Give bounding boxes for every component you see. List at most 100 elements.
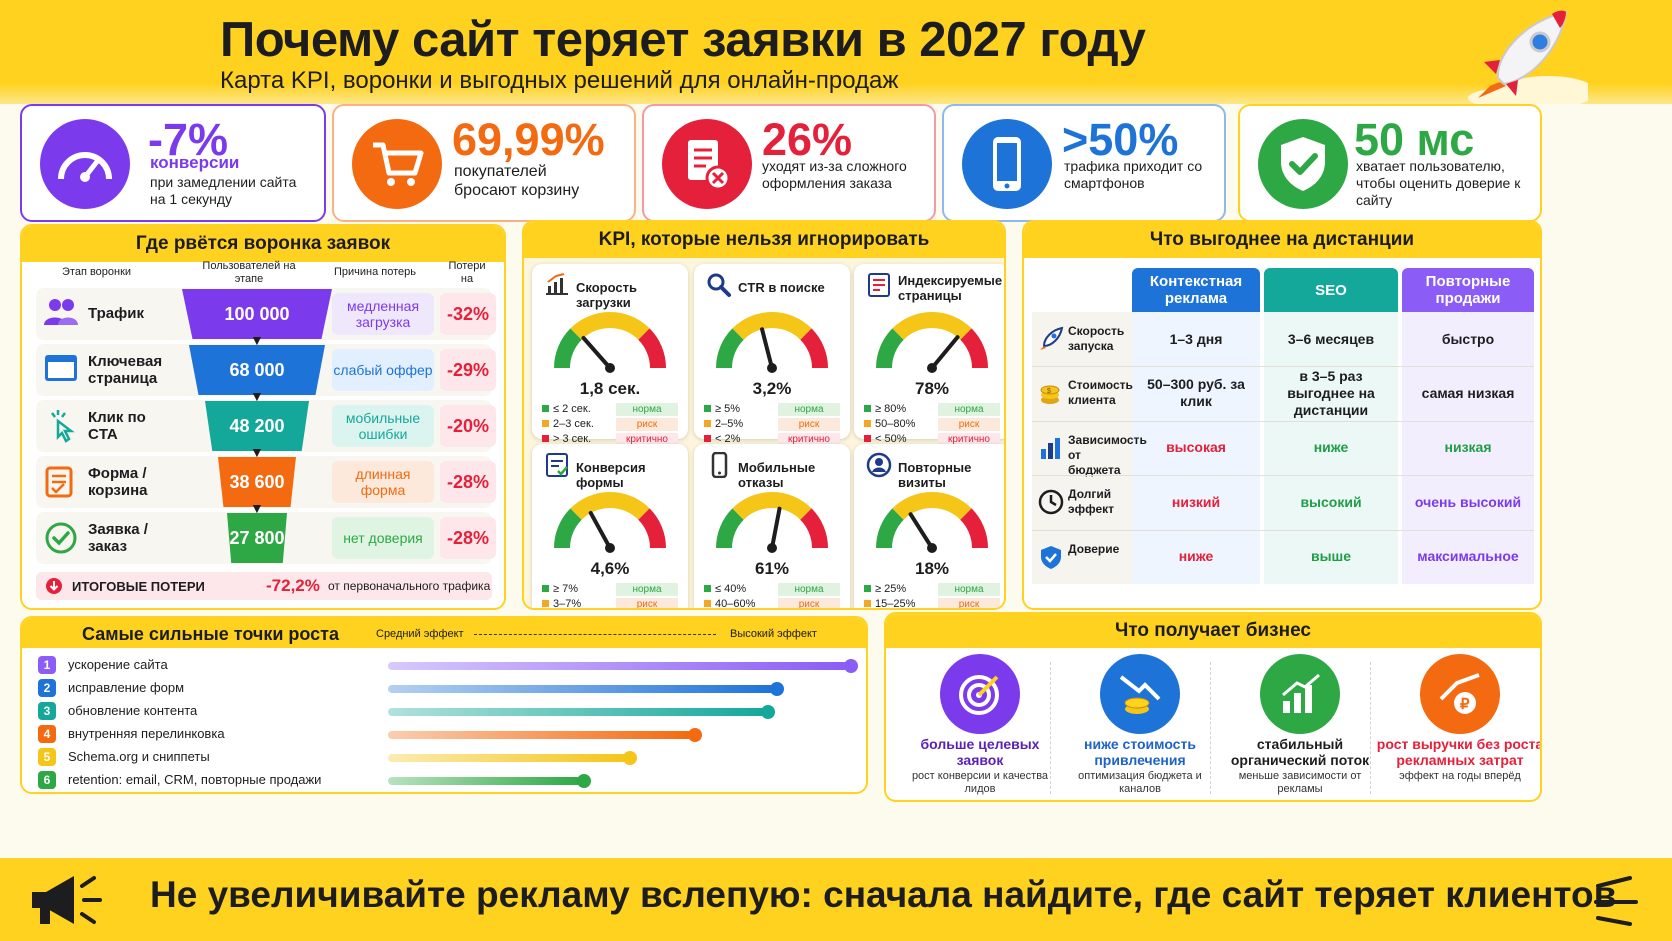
funnel-cause: медленная загрузка [332, 293, 434, 335]
distance-row-label: Доверие [1068, 541, 1120, 556]
distance-cell: максимальное [1417, 548, 1519, 565]
distance-cell: высокая [1166, 439, 1226, 456]
business-item-title: стабильный органический поток [1230, 736, 1370, 768]
kpi-value: 78% [914, 379, 950, 398]
growth-title: Самые сильные точки роста [82, 624, 340, 644]
growth-panel: Самые сильные точки роста Средний эффект… [20, 616, 868, 794]
kpi-gauge [876, 312, 988, 373]
arrow-down-icon: ▼ [250, 444, 264, 460]
header: Почему сайт теряет заявки в 2027 году Ка… [0, 0, 1672, 104]
growth-label: внутренняя перелинковка [68, 726, 225, 741]
growth-number: 5 [38, 748, 56, 766]
kpi-gauge [716, 312, 828, 373]
stat-text: уходят из-за сложного оформления заказа [762, 158, 907, 191]
funnel-loss: -29% [440, 349, 496, 391]
arrow-down-icon: ▼ [250, 388, 264, 404]
distance-cell: выше [1310, 548, 1352, 565]
legend-swatch [704, 435, 711, 442]
funnel-bar: 100 000 [182, 289, 332, 339]
kpi-legend-row: ≤ 40% норма [704, 583, 840, 596]
gauge-hub [767, 363, 777, 373]
click-icon [44, 409, 78, 448]
funnel-loss: -32% [440, 293, 496, 335]
kpi-value: 3,2% [752, 379, 792, 398]
stat-value: 26% [762, 114, 853, 165]
col-users: Пользователей на этапе [202, 260, 296, 285]
row-divider [1032, 420, 1534, 422]
column-divider [1050, 662, 1051, 794]
stat-card-mobile: >50% трафика приходит со смартфонов [942, 104, 1226, 222]
funnel-cause: слабый оффер [332, 349, 434, 391]
growth-dot [844, 659, 858, 673]
row-divider [1032, 529, 1534, 531]
business-panel: Что получает бизнес больше целевых заяво… [884, 612, 1542, 802]
smartphone-icon [962, 119, 1052, 209]
legend-tag: риск [938, 598, 1000, 608]
svg-text:₽: ₽ [1460, 696, 1470, 713]
kpi-card: Скорость загрузки 1,8 сек. ≤ 2 сек. норма 2–… [532, 264, 688, 446]
growth-label: retention: email, CRM, повторные продажи [68, 772, 322, 787]
page-list-icon [866, 272, 892, 303]
magnifier-icon [706, 272, 732, 303]
growth-dot [577, 774, 592, 788]
column-divider [1370, 662, 1371, 794]
business-item-title: ниже стоимость привлечения [1084, 736, 1196, 768]
stat-text: при замедлении сайта на 1 секунду [150, 174, 297, 207]
funnel-users: 27 800 [229, 527, 285, 548]
gauge-segment [570, 492, 650, 520]
growth-label: обновление контента [68, 703, 198, 718]
gauge-needle [908, 512, 934, 550]
growth-number: 4 [38, 725, 56, 743]
kpi-legend-row: ≥ 5% норма [704, 403, 840, 416]
megaphone-icon [32, 876, 102, 924]
funnel-loss: -28% [440, 517, 496, 559]
distance-cell: низкий [1171, 493, 1221, 510]
gauge-segment [638, 328, 666, 369]
funnel-row: Трафик 100 000 ▼ медленная загрузка -32% [36, 288, 496, 348]
growth-item: 5 Schema.org и сниппеты [38, 748, 210, 766]
business-title: Что получает бизнес [886, 614, 1540, 648]
legend-swatch [542, 585, 549, 592]
legend-range: ≥ 5% [715, 403, 740, 415]
rocket-icon [1468, 10, 1588, 104]
funnel-row: Заявка / заказ 27 800 нет доверия -28% [36, 512, 496, 564]
speedometer-icon [40, 119, 130, 209]
funnel-loss: -28% [440, 461, 496, 503]
gauge-hub [605, 543, 615, 553]
growth-bar [388, 754, 628, 762]
distance-col-header: SEO [1264, 268, 1398, 312]
kpi-value: 4,6% [590, 559, 630, 578]
gauge-hub [767, 543, 777, 553]
growth-dot [623, 751, 638, 765]
growth-label: исправление форм [68, 680, 185, 695]
legend-swatch [542, 420, 549, 427]
funnel-bar: 48 200 [205, 401, 309, 451]
distance-row-label: Скорость запуска [1068, 324, 1125, 353]
funnel-row: Клик по CTA 48 200 ▼ мобильные ошибки -20% [36, 400, 496, 460]
total-loss-label: ИТОГОВЫЕ ПОТЕРИ [72, 579, 205, 594]
legend-swatch [704, 405, 711, 412]
growth-item: 4 внутренняя перелинковка [38, 725, 225, 743]
gauge-needle [760, 327, 774, 370]
stat-card-checkout: 26% уходят из-за сложного оформления зак… [642, 104, 936, 222]
kpi-legend-row: < 50% критично [864, 433, 1000, 446]
users-icon [44, 297, 78, 332]
bar-chart-icon [1038, 435, 1064, 466]
kpi-legend-row: 3–7% риск [542, 598, 678, 608]
gauge-segment [732, 492, 812, 520]
kpi-card-title: Скорость загрузки [576, 280, 637, 310]
business-item-sub: оптимизация бюджета и каналов [1078, 770, 1202, 795]
shield-icon [1038, 544, 1064, 575]
gauge-segment [732, 312, 812, 340]
distance-col-header: Контекстная реклама [1132, 268, 1260, 312]
growth-dot [770, 682, 785, 696]
legend-tag: норма [778, 403, 840, 416]
distance-cell: 50–300 руб. за клик [1147, 376, 1245, 410]
distance-col-body [1402, 312, 1534, 584]
business-item: ниже стоимость привлечения оптимизация бю… [1056, 654, 1224, 800]
effect-high-label: Высокий эффект [730, 628, 817, 640]
legend-tag: риск [616, 598, 678, 608]
stat-card-cart: 69,99% покупателей бросают корзину [332, 104, 636, 222]
growth-number: 1 [38, 656, 56, 674]
